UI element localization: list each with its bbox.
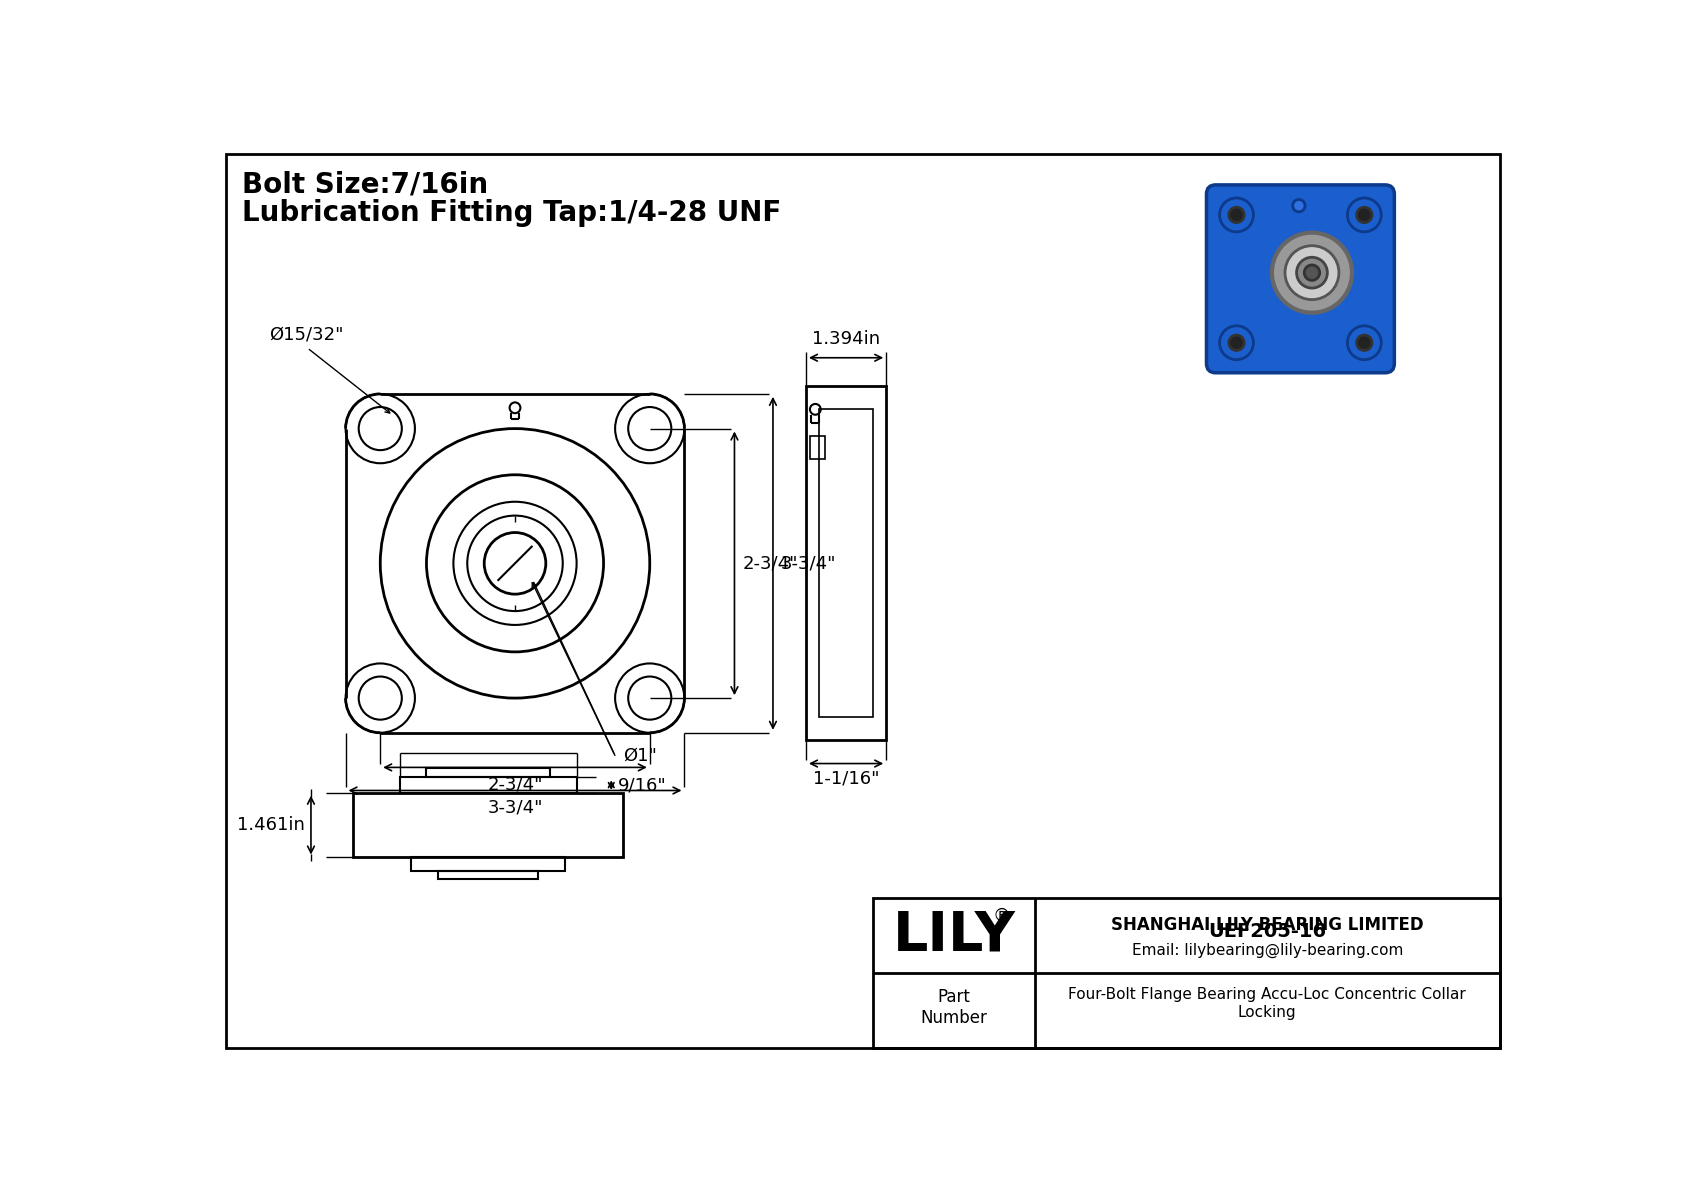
Text: 2-3/4": 2-3/4" xyxy=(743,554,798,573)
Bar xyxy=(818,410,872,717)
Bar xyxy=(807,386,886,741)
Bar xyxy=(426,768,549,778)
Text: Part
Number: Part Number xyxy=(921,989,987,1028)
Circle shape xyxy=(1219,198,1253,232)
Circle shape xyxy=(1271,232,1352,313)
Circle shape xyxy=(1285,245,1339,300)
Text: 1.394in: 1.394in xyxy=(812,330,881,348)
Text: SHANGHAI LILY BEARING LIMITED: SHANGHAI LILY BEARING LIMITED xyxy=(1111,916,1423,934)
Text: 1-1/16": 1-1/16" xyxy=(813,769,879,787)
Text: 1.461in: 1.461in xyxy=(237,816,305,834)
Circle shape xyxy=(1347,326,1381,360)
Circle shape xyxy=(1357,335,1372,350)
Circle shape xyxy=(1347,198,1381,232)
Text: UEF205-16: UEF205-16 xyxy=(1207,922,1327,941)
Circle shape xyxy=(1229,207,1244,223)
Circle shape xyxy=(1297,257,1327,288)
Text: Four-Bolt Flange Bearing Accu-Loc Concentric Collar
Locking: Four-Bolt Flange Bearing Accu-Loc Concen… xyxy=(1068,987,1467,1019)
Bar xyxy=(872,898,1500,1048)
Text: 9/16": 9/16" xyxy=(618,777,667,794)
Bar xyxy=(354,793,623,858)
Circle shape xyxy=(1357,207,1372,223)
Circle shape xyxy=(1293,200,1305,212)
Circle shape xyxy=(1305,264,1320,280)
Text: Lubrication Fitting Tap:1/4-28 UNF: Lubrication Fitting Tap:1/4-28 UNF xyxy=(242,199,781,227)
Bar xyxy=(438,872,539,879)
Circle shape xyxy=(1219,326,1253,360)
Bar xyxy=(399,778,576,793)
Text: 3-3/4": 3-3/4" xyxy=(781,554,837,573)
Text: 2-3/4": 2-3/4" xyxy=(487,775,542,793)
Bar xyxy=(810,436,825,460)
Text: ®: ® xyxy=(992,906,1010,924)
Text: Bolt Size:7/16in: Bolt Size:7/16in xyxy=(242,170,488,199)
Text: Ø1": Ø1" xyxy=(623,747,657,765)
Circle shape xyxy=(1229,335,1244,350)
Text: Email: lilybearing@lily-bearing.com: Email: lilybearing@lily-bearing.com xyxy=(1132,943,1403,959)
Text: Ø15/32": Ø15/32" xyxy=(269,326,344,344)
Bar xyxy=(411,858,566,872)
Text: LILY: LILY xyxy=(893,909,1015,962)
FancyBboxPatch shape xyxy=(1206,185,1394,373)
Text: 3-3/4": 3-3/4" xyxy=(487,798,542,816)
